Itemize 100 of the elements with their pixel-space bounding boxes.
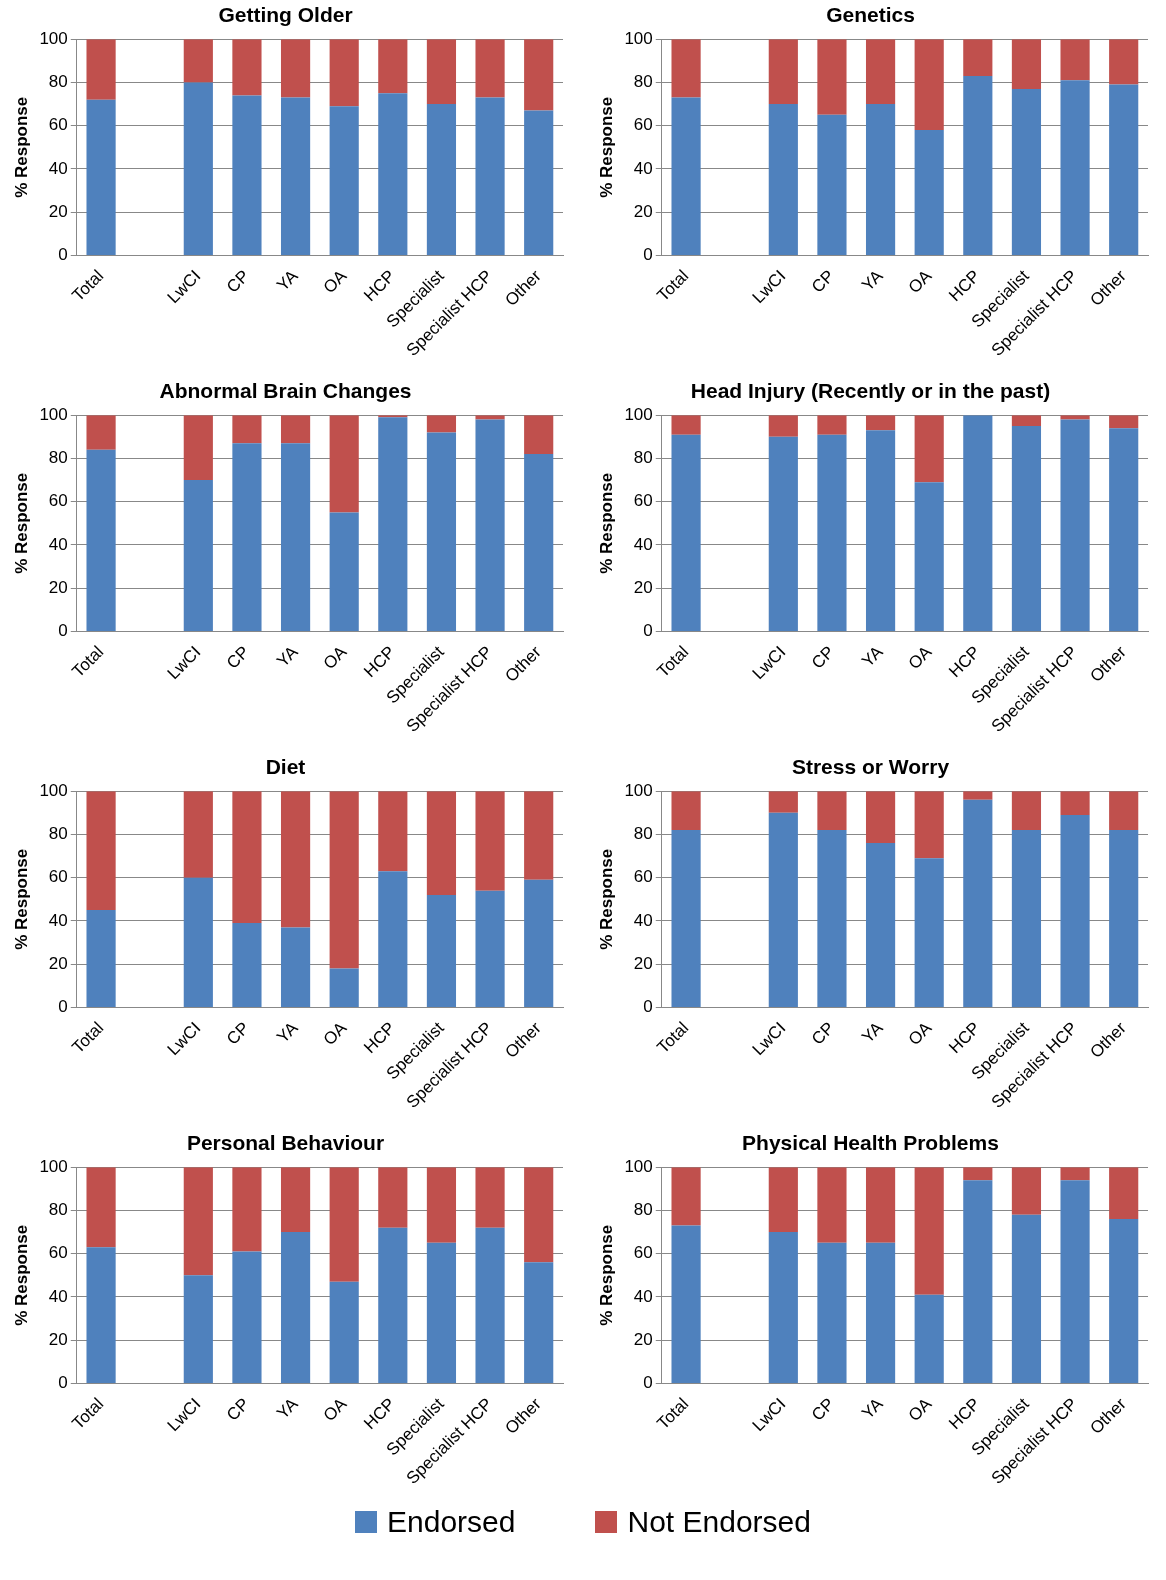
bar (524, 1167, 554, 1263)
y-tick-label: 20 (48, 1329, 68, 1349)
y-tick-label: 100 (624, 28, 653, 48)
bar (1060, 39, 1090, 81)
bar (914, 415, 944, 483)
bar (86, 1247, 116, 1383)
bar (768, 1167, 798, 1233)
y-tick-label: 40 (633, 1286, 653, 1306)
y-tick-label: 0 (643, 997, 653, 1017)
bar (280, 97, 311, 255)
bar (329, 1281, 359, 1383)
bar (280, 1167, 311, 1233)
bar (426, 1167, 457, 1243)
bar (671, 1167, 701, 1226)
y-tick-label: 0 (58, 1373, 68, 1393)
bar (865, 415, 896, 431)
bar (524, 879, 554, 1007)
bar (963, 791, 993, 800)
y-tick-label: 60 (48, 115, 68, 135)
bar (1109, 1167, 1139, 1220)
y-tick-label: 60 (633, 491, 653, 511)
bar (914, 858, 944, 1007)
y-tick-label: 0 (643, 621, 653, 641)
bar (329, 791, 359, 969)
bar (378, 39, 408, 94)
bar (524, 39, 554, 111)
bar (280, 1232, 311, 1383)
bar (329, 106, 359, 255)
y-tick-label: 40 (48, 158, 68, 178)
bar (1011, 1167, 1042, 1215)
bar (1011, 39, 1042, 89)
bar (768, 436, 798, 631)
bar (232, 39, 262, 96)
bar (671, 434, 701, 631)
y-tick-label: 80 (633, 1200, 653, 1220)
bar (232, 415, 262, 444)
y-tick-label: 40 (48, 1286, 68, 1306)
bar (1060, 1180, 1090, 1383)
bar (1109, 791, 1139, 831)
bar (963, 1167, 993, 1181)
bar (524, 415, 554, 455)
x-tick-label: YA (273, 1017, 303, 1047)
y-axis-title: % Response (596, 848, 616, 950)
bar (1060, 1167, 1090, 1181)
bar (1109, 428, 1139, 631)
bar (1011, 415, 1042, 427)
bar (378, 93, 408, 255)
bar (768, 812, 798, 1007)
bar (865, 430, 896, 631)
bar (524, 454, 554, 631)
x-tick-label: OA (319, 265, 351, 298)
bar (768, 791, 798, 813)
bar (183, 877, 213, 1007)
bar (183, 82, 213, 255)
y-tick-label: 40 (48, 534, 68, 554)
bar (914, 39, 944, 131)
bar (426, 415, 457, 433)
bar (86, 791, 116, 911)
bar (817, 415, 847, 435)
bar (1060, 814, 1090, 1007)
bar (86, 99, 116, 255)
bar (914, 1167, 944, 1295)
y-tick-label: 100 (39, 780, 68, 800)
y-axis-title: % Response (11, 1224, 31, 1326)
y-tick-label: 100 (624, 780, 653, 800)
y-axis-title: % Response (11, 848, 31, 950)
x-tick-label: CP (222, 1018, 254, 1049)
y-tick-label: 0 (58, 245, 68, 265)
x-tick-label: YA (858, 265, 888, 295)
y-tick-label: 100 (39, 1156, 68, 1176)
x-tick-label: YA (273, 265, 303, 295)
chart-title: Head Injury (Recently or in the past) (690, 379, 1051, 403)
bar (183, 1167, 213, 1276)
bar (232, 95, 262, 255)
bar (671, 415, 701, 435)
x-tick-label: CP (222, 642, 254, 673)
x-tick-label: YA (858, 1393, 888, 1423)
bar (817, 791, 847, 831)
y-tick-label: 40 (633, 534, 653, 554)
bar (280, 415, 311, 444)
bar (378, 1167, 408, 1228)
y-tick-label: 40 (48, 910, 68, 930)
x-tick-label: CP (222, 1394, 254, 1425)
bar (768, 104, 798, 255)
chart-title: Stress or Worry (791, 755, 950, 779)
bar (914, 1294, 944, 1383)
bar (329, 39, 359, 107)
bar (865, 843, 896, 1007)
x-tick-label: YA (273, 641, 303, 671)
bar (524, 1262, 554, 1383)
bar (378, 871, 408, 1007)
bar (280, 443, 311, 631)
y-axis-title: % Response (596, 1224, 616, 1326)
y-tick-label: 40 (633, 158, 653, 178)
bar (1109, 830, 1139, 1007)
x-tick-label: CP (807, 642, 839, 673)
y-tick-label: 100 (39, 404, 68, 424)
bar (865, 39, 896, 105)
bar (280, 791, 311, 928)
bar (963, 415, 993, 631)
